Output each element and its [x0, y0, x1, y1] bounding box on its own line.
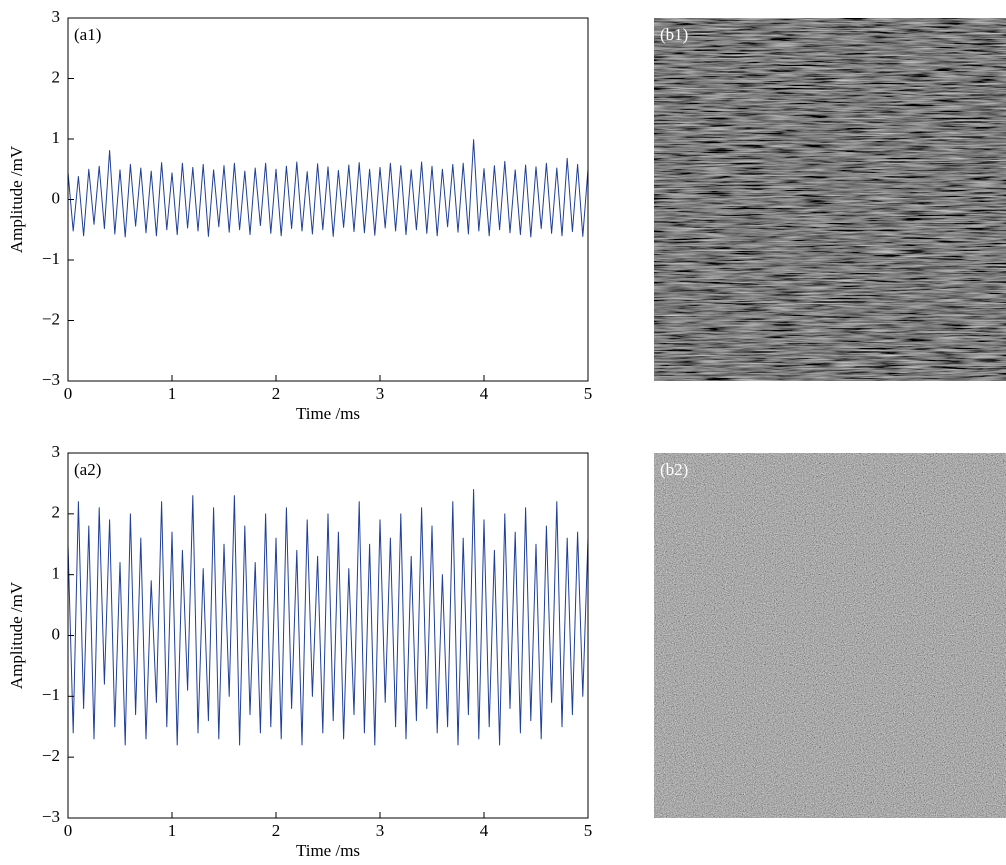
x-tick-label: 2 [272, 821, 281, 840]
y-tick-label: −2 [42, 309, 60, 328]
x-tick-label: 5 [584, 821, 593, 840]
y-tick-label: 3 [52, 7, 61, 26]
x-tick-label: 4 [480, 821, 489, 840]
x-tick-label: 1 [168, 384, 177, 403]
plot-frame [67, 452, 589, 819]
y-tick-label: 2 [52, 503, 61, 522]
x-axis-label: Time /ms [296, 841, 360, 860]
plot-frame [67, 17, 589, 382]
y-tick-label: 2 [52, 67, 61, 86]
x-axis-label: Time /ms [296, 404, 360, 423]
y-tick-label: −3 [42, 807, 60, 826]
y-tick-label: 0 [52, 624, 61, 643]
y-axis-label: Amplitude /mV [7, 145, 26, 253]
y-tick-label: 3 [52, 442, 61, 461]
y-tick-label: −2 [42, 746, 60, 765]
image-b2 [654, 453, 1006, 818]
panel-label: (a1) [74, 25, 101, 44]
x-tick-label: 2 [272, 384, 281, 403]
y-tick-label: −1 [42, 685, 60, 704]
signal-line [67, 139, 589, 238]
y-axis-label: Amplitude /mV [7, 581, 26, 689]
image-b1 [654, 18, 1006, 381]
y-tick-label: 1 [52, 128, 61, 147]
panel-label: (b1) [660, 25, 688, 44]
y-tick-label: −3 [42, 370, 60, 389]
x-tick-label: 0 [64, 821, 73, 840]
x-tick-label: 5 [584, 384, 593, 403]
y-tick-label: −1 [42, 249, 60, 268]
y-tick-label: 0 [52, 188, 61, 207]
x-tick-label: 4 [480, 384, 489, 403]
signal-line [67, 489, 589, 746]
y-tick-label: 1 [52, 564, 61, 583]
x-tick-label: 0 [64, 384, 73, 403]
x-tick-label: 3 [376, 384, 385, 403]
x-tick-label: 3 [376, 821, 385, 840]
panel-label: (b2) [660, 460, 688, 479]
x-tick-label: 1 [168, 821, 177, 840]
panel-label: (a2) [74, 460, 101, 479]
